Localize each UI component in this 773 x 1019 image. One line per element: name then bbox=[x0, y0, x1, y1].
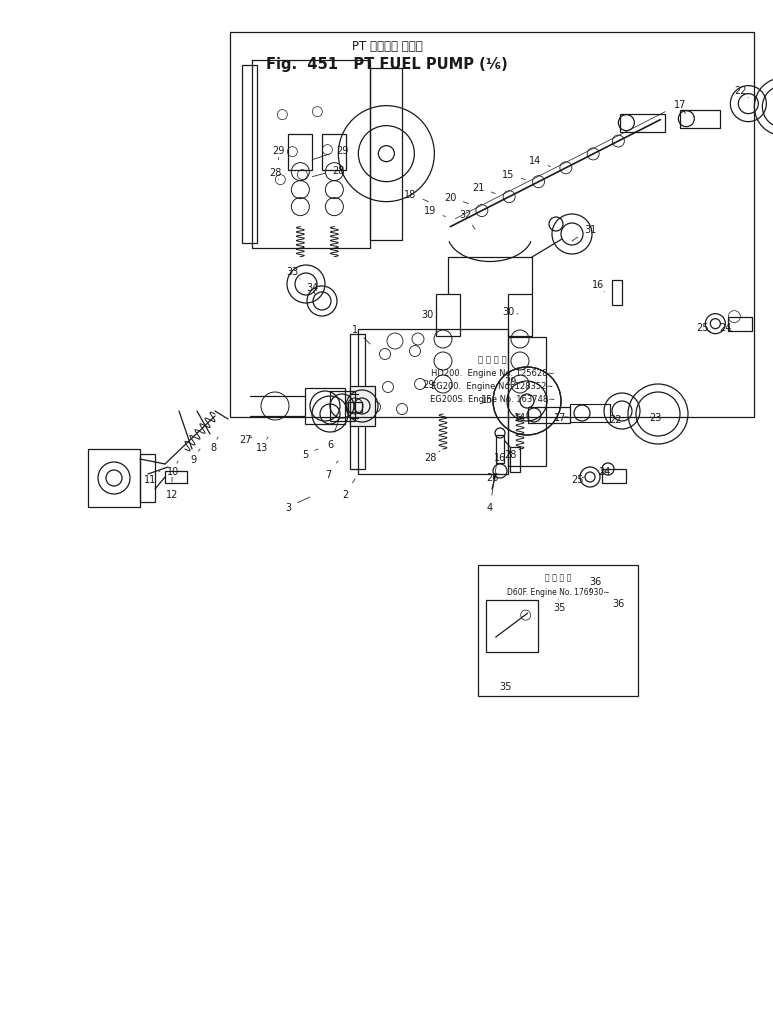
Text: 27: 27 bbox=[239, 434, 252, 444]
Text: 25: 25 bbox=[572, 475, 584, 484]
Bar bbox=[243, 65, 257, 244]
Text: 22: 22 bbox=[609, 415, 621, 425]
Bar bbox=[370, 68, 403, 240]
Bar bbox=[570, 405, 610, 423]
Bar bbox=[88, 449, 140, 507]
Bar bbox=[288, 135, 312, 170]
Text: 20: 20 bbox=[444, 193, 468, 205]
Text: 9: 9 bbox=[190, 449, 200, 465]
Text: 5: 5 bbox=[302, 449, 318, 460]
Text: 24: 24 bbox=[598, 467, 610, 477]
Text: 33: 33 bbox=[286, 267, 300, 280]
Text: 1: 1 bbox=[352, 325, 370, 344]
Text: EG200S. Engine No. 163748∼: EG200S. Engine No. 163748∼ bbox=[430, 394, 555, 404]
Text: 29: 29 bbox=[422, 380, 438, 389]
Text: 10: 10 bbox=[167, 462, 179, 477]
Text: 31: 31 bbox=[572, 225, 596, 242]
Bar bbox=[680, 110, 720, 128]
Bar bbox=[510, 447, 520, 473]
Text: 36: 36 bbox=[612, 598, 625, 608]
Text: 21: 21 bbox=[472, 182, 495, 195]
Text: 3: 3 bbox=[285, 497, 310, 513]
Bar bbox=[348, 403, 362, 413]
Text: 26: 26 bbox=[485, 473, 498, 483]
Bar bbox=[165, 472, 187, 484]
Text: EG200.  Engine No. 128352∼: EG200. Engine No. 128352∼ bbox=[431, 381, 553, 390]
Bar bbox=[485, 600, 538, 652]
Text: 7: 7 bbox=[325, 462, 338, 480]
Bar bbox=[358, 330, 508, 475]
Text: 28: 28 bbox=[424, 451, 440, 463]
Bar bbox=[252, 60, 370, 249]
Bar bbox=[230, 33, 754, 418]
Text: 29: 29 bbox=[504, 377, 520, 386]
Text: 16: 16 bbox=[592, 279, 604, 292]
Bar bbox=[728, 317, 752, 331]
Text: 17: 17 bbox=[674, 100, 686, 114]
Text: 15: 15 bbox=[481, 394, 496, 405]
Bar bbox=[350, 386, 375, 427]
Text: 13: 13 bbox=[256, 437, 268, 452]
Text: 24: 24 bbox=[719, 322, 732, 332]
Text: 30: 30 bbox=[421, 310, 436, 320]
Text: PT フェエル ポンプ: PT フェエル ポンプ bbox=[352, 40, 422, 52]
Bar bbox=[478, 566, 638, 696]
Text: 29: 29 bbox=[312, 146, 349, 160]
Bar bbox=[330, 391, 355, 422]
Bar bbox=[508, 337, 546, 467]
Text: D60F. Engine No. 176930∼: D60F. Engine No. 176930∼ bbox=[507, 587, 609, 596]
Bar bbox=[621, 114, 666, 132]
Text: 2: 2 bbox=[342, 480, 355, 499]
Text: 22: 22 bbox=[734, 86, 748, 99]
Bar bbox=[140, 454, 155, 502]
Bar bbox=[528, 408, 570, 424]
Text: HD200.  Engine No. 125628∼: HD200. Engine No. 125628∼ bbox=[431, 368, 554, 377]
Text: 35: 35 bbox=[499, 681, 512, 691]
Bar bbox=[612, 280, 622, 306]
Bar bbox=[602, 470, 626, 484]
Text: 32: 32 bbox=[459, 210, 475, 229]
Text: 35: 35 bbox=[553, 599, 566, 612]
Text: 28: 28 bbox=[269, 167, 281, 180]
Text: Fig.  451   PT FUEL PUMP (¹⁄₆): Fig. 451 PT FUEL PUMP (¹⁄₆) bbox=[266, 57, 508, 72]
Bar bbox=[322, 135, 346, 170]
Bar bbox=[508, 294, 532, 336]
Text: 25: 25 bbox=[696, 322, 710, 332]
Text: 28: 28 bbox=[312, 165, 345, 177]
Bar bbox=[496, 435, 504, 464]
Text: 19: 19 bbox=[424, 206, 445, 217]
Text: 12: 12 bbox=[166, 478, 179, 499]
Text: 4: 4 bbox=[487, 462, 497, 513]
Text: 30: 30 bbox=[502, 307, 518, 317]
Text: 29: 29 bbox=[272, 146, 284, 160]
Text: 36: 36 bbox=[589, 577, 601, 591]
Text: 11: 11 bbox=[144, 472, 160, 484]
Text: 16: 16 bbox=[494, 451, 510, 463]
Text: 8: 8 bbox=[210, 437, 218, 452]
Text: 17: 17 bbox=[553, 413, 568, 423]
Bar bbox=[305, 388, 345, 425]
Text: 6: 6 bbox=[327, 418, 340, 449]
Text: 14: 14 bbox=[530, 156, 550, 167]
Bar bbox=[350, 334, 365, 470]
Text: 15: 15 bbox=[502, 169, 526, 180]
Text: 23: 23 bbox=[649, 413, 661, 423]
Text: 適 用 号 機: 適 用 号 機 bbox=[478, 356, 507, 365]
Text: 適 用 号 機: 適 用 号 機 bbox=[545, 573, 571, 582]
Text: 14: 14 bbox=[514, 413, 530, 423]
Text: 34: 34 bbox=[306, 282, 318, 294]
Text: 18: 18 bbox=[404, 190, 428, 203]
Text: 28: 28 bbox=[504, 449, 520, 460]
Bar bbox=[436, 294, 460, 336]
